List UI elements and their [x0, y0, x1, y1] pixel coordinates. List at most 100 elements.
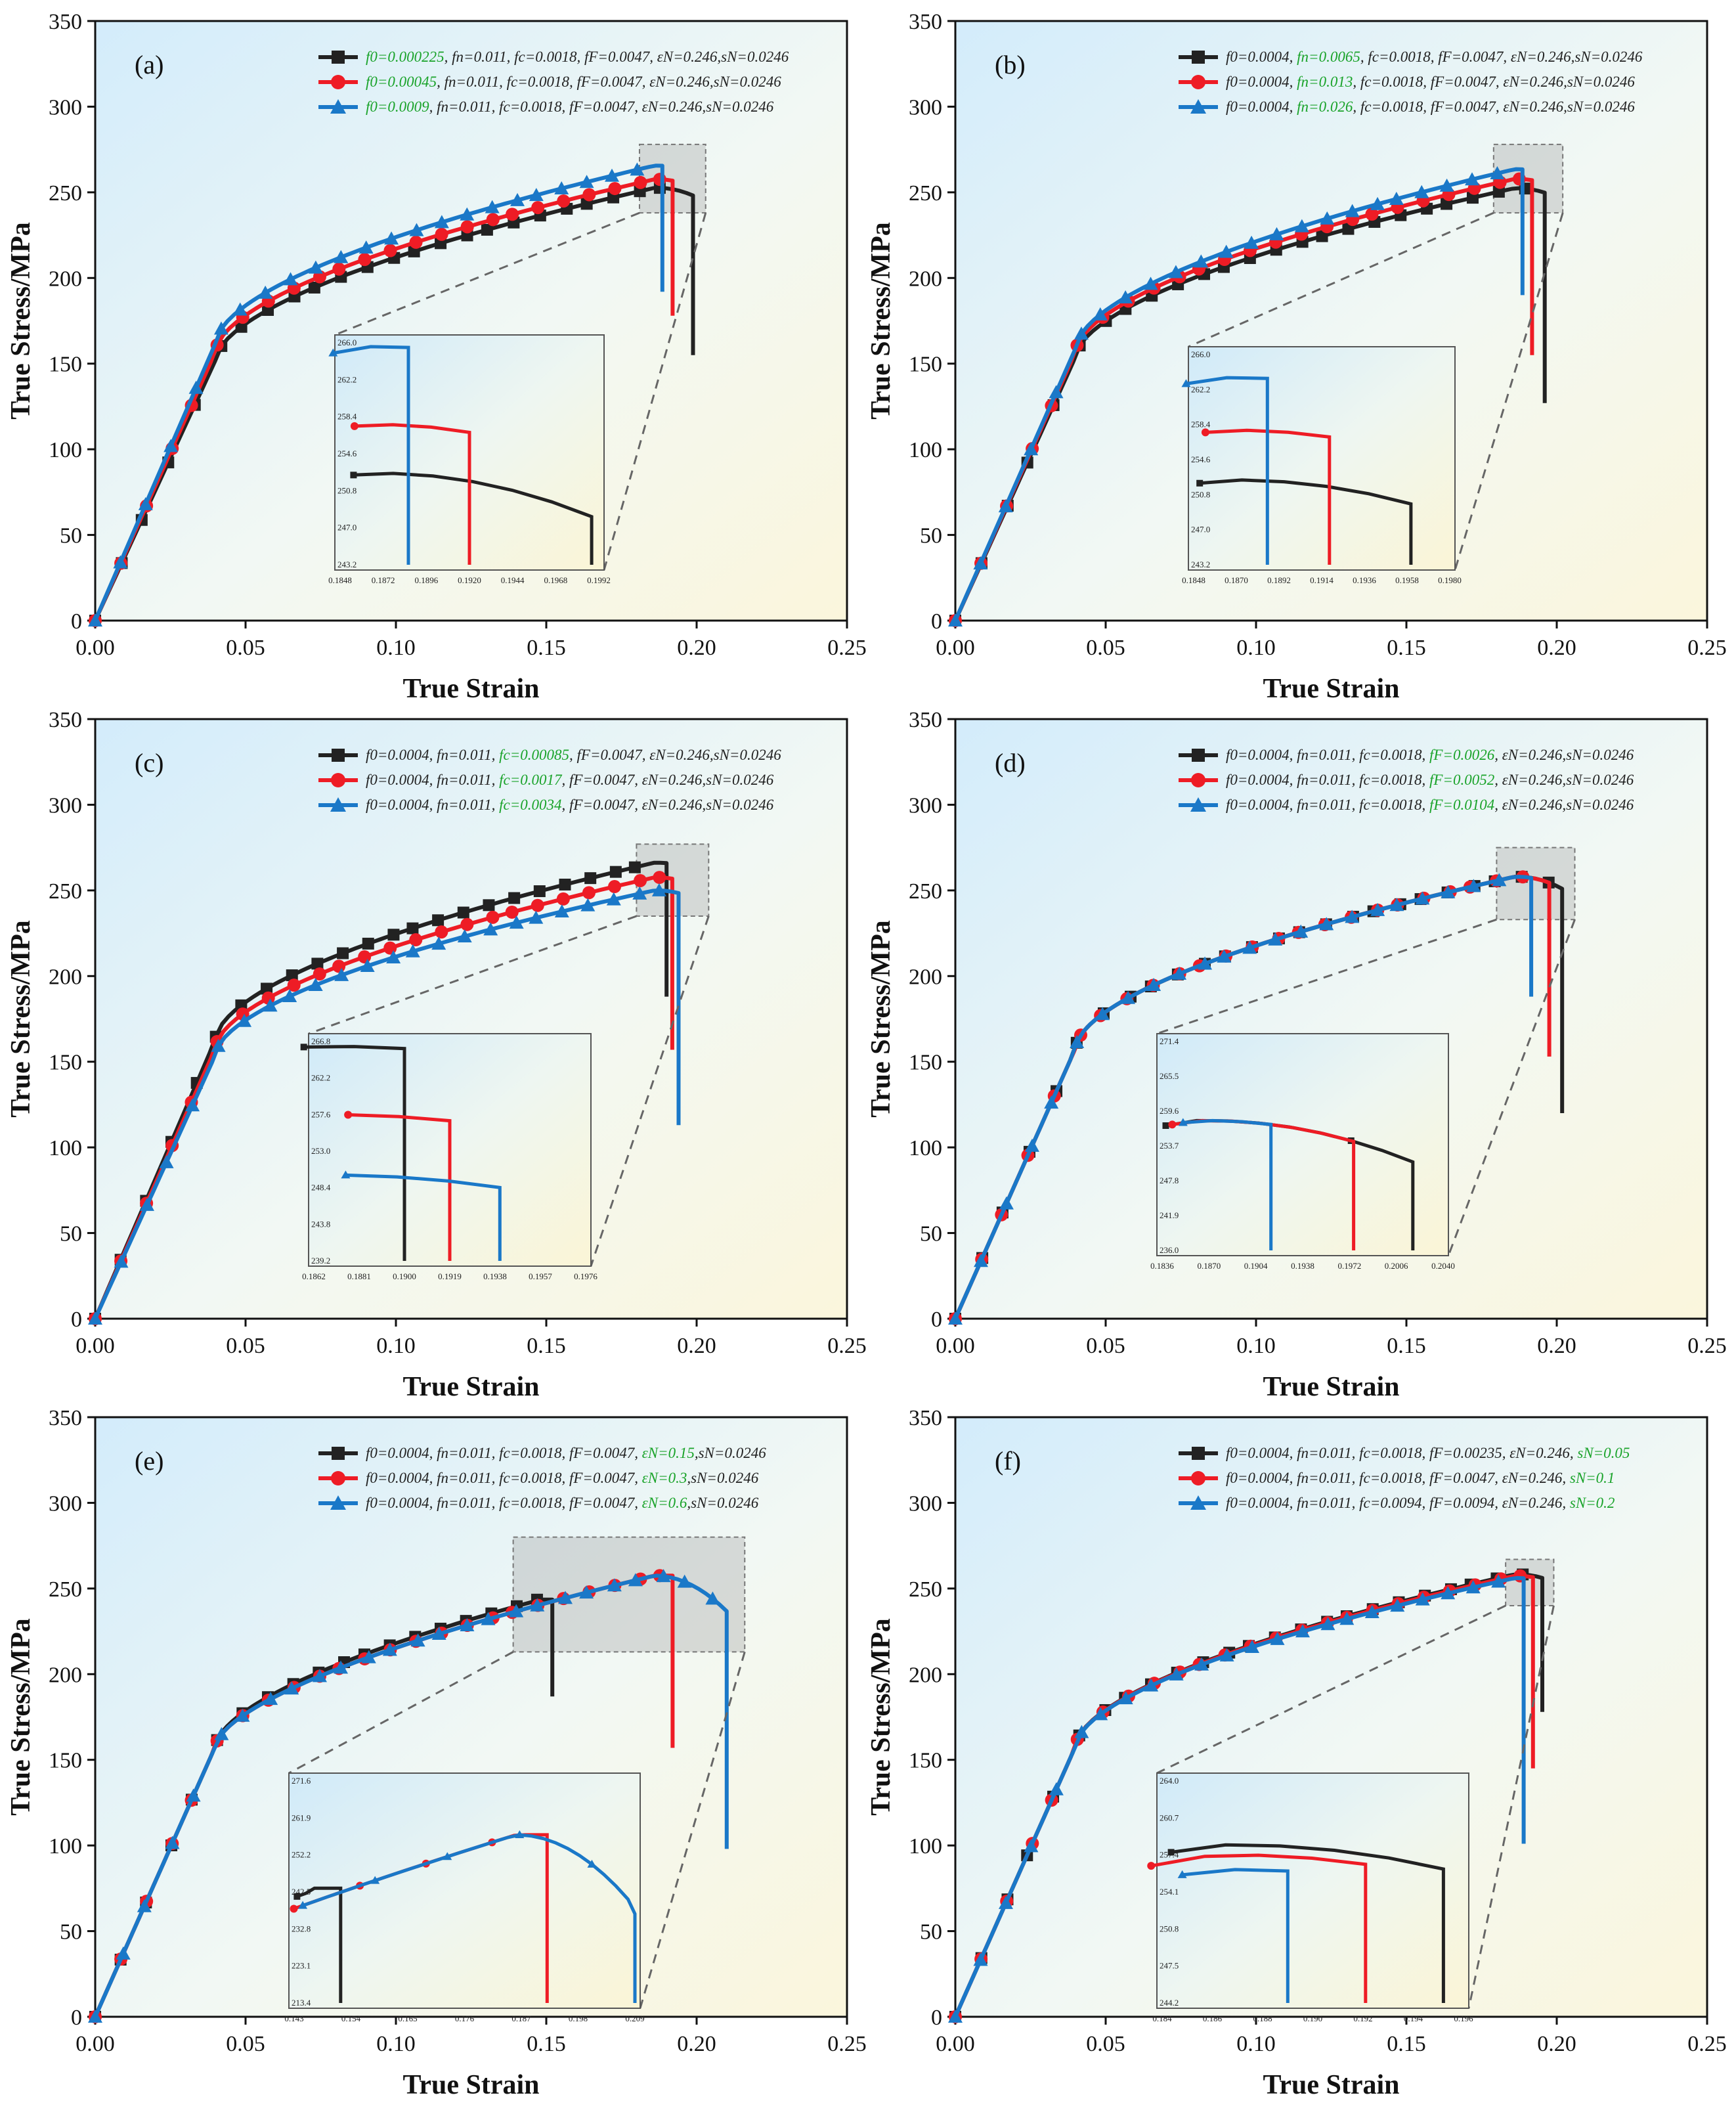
- x-tick-label: 0.20: [677, 1334, 716, 1358]
- x-axis-title: True Strain: [1263, 2070, 1399, 2100]
- legend-part: f0=0.0004, fn=0.011,: [366, 772, 499, 788]
- y-tick-label: 250: [49, 879, 82, 904]
- inset-series-marker: [298, 1901, 308, 1909]
- legend-highlight: fn=0.013: [1297, 74, 1353, 90]
- series-marker: [510, 192, 525, 206]
- series-marker: [431, 1627, 446, 1640]
- series-marker: [579, 1585, 594, 1599]
- series-marker: [632, 886, 647, 900]
- zoom-connector: [288, 1651, 514, 1774]
- inset-plot: 0.1862 0.1881 0.1900 0.1919 0.1938 0.1957 0.19…: [300, 1033, 597, 1281]
- zoom-connector: [590, 915, 710, 1267]
- x-tick-label: 0.10: [376, 2032, 416, 2056]
- series-marker: [608, 182, 622, 196]
- series-marker: [1074, 326, 1089, 340]
- series-marker: [558, 1591, 573, 1604]
- series-marker: [1168, 265, 1183, 278]
- series-marker: [457, 906, 469, 919]
- x-axis-title: True Strain: [402, 1372, 539, 1402]
- x-tick-label: 0.25: [827, 2032, 867, 2056]
- series-marker: [705, 1591, 720, 1605]
- x-axis-title: True Strain: [402, 2070, 539, 2100]
- y-tick-label: 0: [71, 1308, 82, 1332]
- series-marker: [1024, 442, 1039, 456]
- legend-part: f0=0.0004,: [1226, 99, 1297, 115]
- inset-series-marker: [370, 1876, 380, 1884]
- series-marker: [405, 944, 420, 957]
- y-tick-label: 250: [909, 181, 942, 206]
- inset-y-tick-label: 239.2: [311, 1256, 330, 1265]
- series-marker: [460, 220, 474, 234]
- series-marker: [1441, 1586, 1456, 1600]
- series-marker: [584, 872, 597, 885]
- series-marker: [312, 1669, 327, 1683]
- inset-y-tick-label: 241.9: [1160, 1210, 1179, 1220]
- inset-y-tick-label: 248.4: [311, 1183, 331, 1193]
- inset-frame: [1156, 1033, 1449, 1256]
- legend-part: f0=0.0004,: [1226, 74, 1297, 90]
- series-marker: [139, 1197, 154, 1211]
- legend-label: f0=0.0004, fn=0.013, fc=0.0018, fF=0.004…: [1226, 74, 1635, 90]
- x-tick-label: 0.00: [936, 2032, 975, 2056]
- series-marker: [434, 215, 449, 229]
- series-marker: [1320, 1617, 1335, 1631]
- series-marker: [311, 957, 324, 970]
- panel-label: (b): [995, 50, 1026, 79]
- inset-y-tick-label: 266.8: [311, 1036, 330, 1046]
- series-marker: [485, 200, 500, 213]
- series-marker: [505, 905, 519, 919]
- legend-highlight: εN=0.6: [642, 1495, 687, 1511]
- series-marker: [559, 878, 571, 891]
- legend-marker: [1191, 1471, 1205, 1485]
- legend-label: f0=0.0004, fn=0.011, fc=0.0034, fF=0.004…: [366, 797, 774, 813]
- inset-series-line: [296, 1886, 343, 2003]
- inset-y-tick-label: 262.2: [311, 1073, 330, 1083]
- inset-x-tick-label: 0.198: [569, 2013, 588, 2023]
- legend-marker: [1192, 1447, 1205, 1460]
- inset-series-marker: [350, 472, 357, 479]
- series-marker: [332, 262, 346, 276]
- series-marker: [1121, 990, 1136, 1004]
- series-marker: [1219, 244, 1234, 258]
- series-marker: [1093, 307, 1108, 320]
- zoom-box: [1505, 1558, 1555, 1606]
- series-marker: [116, 1946, 131, 1960]
- series-marker: [1198, 956, 1213, 970]
- zoom-connector: [334, 211, 640, 336]
- series-marker: [677, 1574, 692, 1588]
- series-marker: [1345, 910, 1360, 923]
- legend-label: f0=0.0004, fn=0.011, fc=0.0018, fF=0.002…: [1226, 1445, 1630, 1461]
- series-marker: [1244, 235, 1259, 249]
- series-marker: [308, 260, 323, 274]
- inset-y-tick-label: 253.0: [311, 1146, 330, 1156]
- x-tick-label: 0.20: [1537, 2032, 1576, 2056]
- y-tick-label: 150: [49, 1051, 82, 1075]
- inset-y-tick-label: 247.5: [1160, 1961, 1179, 1971]
- series-marker: [634, 175, 647, 189]
- inset-y-tick-label: 243.8: [311, 1219, 330, 1229]
- inset-frame: [1156, 1772, 1469, 2009]
- inset-x-tick-label: 0.1919: [438, 1271, 462, 1281]
- series-marker: [308, 978, 323, 992]
- series-marker: [337, 947, 349, 959]
- series-marker: [1342, 223, 1355, 235]
- series-marker: [159, 1155, 174, 1168]
- series-marker: [409, 223, 424, 236]
- inset-series-line: [1150, 1853, 1368, 2003]
- series-marker: [1194, 1657, 1209, 1671]
- series-marker: [1024, 1138, 1039, 1152]
- inset-x-tick-label: 0.154: [341, 2013, 361, 2023]
- legend-marker: [1191, 75, 1205, 89]
- inset-y-tick-label: 257.6: [311, 1109, 331, 1119]
- legend-part: f0=0.0004, fn=0.011, fc=0.0018, fF=0.002…: [1226, 1445, 1577, 1461]
- series-marker: [1441, 885, 1456, 898]
- x-tick-label: 0.00: [76, 636, 115, 660]
- zoom-connector: [1156, 918, 1497, 1035]
- legend-highlight: fc=0.0034: [499, 797, 561, 813]
- series-marker: [1466, 879, 1481, 892]
- series-marker: [213, 321, 228, 335]
- y-tick-label: 200: [909, 1663, 942, 1687]
- y-tick-label: 0: [931, 609, 942, 634]
- series-marker: [113, 555, 128, 569]
- series-marker: [486, 213, 500, 227]
